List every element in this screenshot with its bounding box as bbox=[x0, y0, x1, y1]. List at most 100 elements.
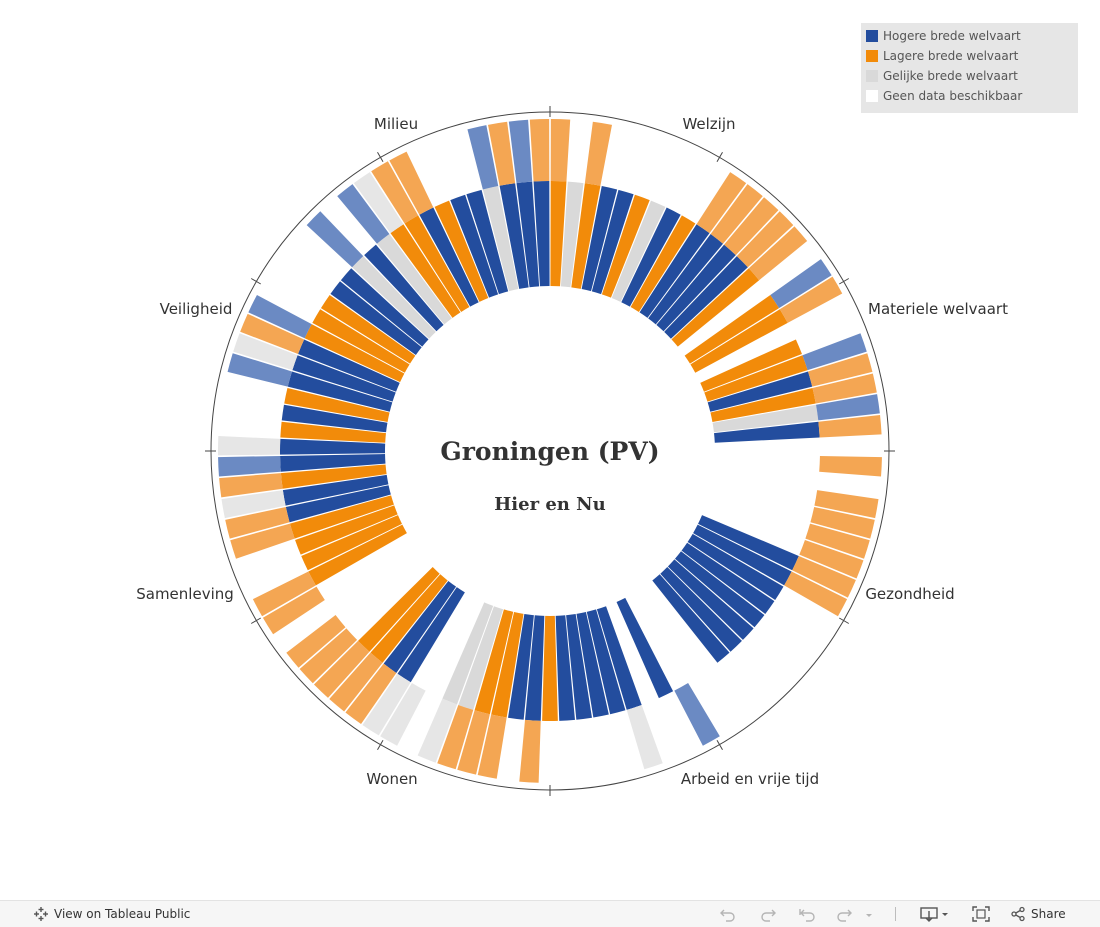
bar-inner-d5-b6[interactable] bbox=[652, 574, 730, 663]
bar-outer-d2-b1[interactable] bbox=[770, 259, 832, 309]
bar-outer-d6-b11[interactable] bbox=[437, 704, 474, 770]
bar-inner-d6-b10[interactable] bbox=[474, 609, 514, 715]
bar-inner-d1-b5[interactable] bbox=[671, 268, 760, 347]
bar-inner-d10-b6[interactable] bbox=[434, 200, 489, 302]
bar-outer-d8-b9[interactable] bbox=[218, 455, 281, 477]
bar-outer-d4-b2[interactable] bbox=[814, 490, 879, 519]
legend-item-lager[interactable]: Lagere brede welvaart bbox=[866, 46, 1078, 66]
bar-inner-d5-b10[interactable] bbox=[616, 597, 674, 699]
bar-outer-d10-b5[interactable] bbox=[389, 151, 434, 215]
bar-outer-d7-b3[interactable] bbox=[345, 663, 397, 724]
bar-inner-d5-b1[interactable] bbox=[687, 533, 784, 600]
bar-inner-d0-b1[interactable] bbox=[560, 181, 584, 288]
download-button[interactable] bbox=[920, 905, 954, 923]
bar-inner-d8-b3[interactable] bbox=[301, 515, 402, 571]
bar-inner-d6-b2[interactable] bbox=[586, 609, 626, 715]
bar-inner-d1-b1[interactable] bbox=[639, 224, 710, 318]
bar-outer-d5-b0[interactable] bbox=[784, 571, 848, 617]
bar-outer-d4-b3[interactable] bbox=[810, 506, 875, 539]
bar-inner-d6-b9[interactable] bbox=[491, 612, 524, 718]
fullscreen-button[interactable] bbox=[971, 905, 991, 923]
bar-inner-d10-b1[interactable] bbox=[364, 244, 444, 332]
bar-inner-d1-b0[interactable] bbox=[630, 215, 696, 312]
bar-inner-d9-b1[interactable] bbox=[287, 371, 393, 412]
bar-inner-d2-b1[interactable] bbox=[684, 294, 780, 364]
bar-outer-d8-b5[interactable] bbox=[230, 523, 295, 559]
bar-outer-d7-b4[interactable] bbox=[329, 652, 383, 712]
bar-inner-d9-b8[interactable] bbox=[340, 268, 429, 347]
bar-inner-d0-b0[interactable] bbox=[550, 181, 567, 287]
bar-outer-d7-b7[interactable] bbox=[286, 615, 346, 668]
bar-outer-d6-b1[interactable] bbox=[626, 704, 663, 770]
bar-outer-d7-b1[interactable] bbox=[380, 683, 426, 746]
share-button[interactable]: Share bbox=[1010, 905, 1066, 923]
bar-inner-d6-b4[interactable] bbox=[566, 613, 592, 720]
bar-inner-d9-b2[interactable] bbox=[292, 355, 396, 402]
bar-outer-d10-b10[interactable] bbox=[488, 121, 516, 186]
bar-inner-d10-b5[interactable] bbox=[419, 207, 479, 307]
undo-button[interactable] bbox=[718, 905, 738, 923]
bar-inner-d9-b0[interactable] bbox=[284, 388, 390, 422]
bar-outer-d10-b9[interactable] bbox=[467, 125, 499, 190]
bar-inner-d0-b3[interactable] bbox=[581, 186, 618, 292]
bar-outer-d9-b3[interactable] bbox=[240, 313, 305, 354]
bar-inner-d8-b5[interactable] bbox=[289, 495, 394, 539]
bar-inner-d1-b2[interactable] bbox=[648, 233, 724, 325]
bar-outer-d0-b0[interactable] bbox=[550, 119, 571, 182]
bar-inner-d10-b10[interactable] bbox=[499, 183, 529, 289]
bar-inner-d3-b3[interactable] bbox=[710, 388, 816, 422]
bar-inner-d5-b0[interactable] bbox=[693, 524, 792, 586]
bar-inner-d0-b6[interactable] bbox=[611, 200, 666, 302]
bar-outer-d4-b6[interactable] bbox=[792, 555, 856, 598]
bar-outer-d1-b4[interactable] bbox=[736, 211, 794, 268]
bar-inner-d9-b3[interactable] bbox=[298, 339, 400, 392]
bar-inner-d6-b1[interactable] bbox=[596, 606, 642, 710]
bar-outer-d6-b9[interactable] bbox=[477, 714, 507, 779]
bar-inner-d10-b0[interactable] bbox=[352, 256, 436, 339]
pause-updates-button[interactable] bbox=[834, 905, 874, 923]
bar-inner-d2-b2[interactable] bbox=[690, 309, 788, 373]
bar-outer-d9-b4[interactable] bbox=[248, 294, 312, 339]
bar-outer-d1-b1[interactable] bbox=[696, 172, 747, 234]
view-on-tableau-link[interactable]: View on Tableau Public bbox=[33, 906, 190, 922]
legend-item-geen-data[interactable]: Geen data beschikbaar bbox=[866, 86, 1078, 106]
bar-outer-d10-b0[interactable] bbox=[306, 211, 364, 268]
bar-inner-d7-b2[interactable] bbox=[397, 587, 465, 683]
legend-item-hoger[interactable]: Hogere brede welvaart bbox=[866, 26, 1078, 46]
bar-outer-d6-b12[interactable] bbox=[417, 698, 458, 763]
bar-inner-d6-b5[interactable] bbox=[555, 615, 575, 721]
bar-outer-d5-b9[interactable] bbox=[674, 683, 720, 746]
bar-inner-d8-b6[interactable] bbox=[285, 485, 391, 523]
bar-outer-d9-b1[interactable] bbox=[227, 353, 292, 387]
bar-inner-d0-b4[interactable] bbox=[591, 189, 634, 295]
bar-inner-d7-b3[interactable] bbox=[383, 580, 457, 673]
bar-outer-d4-b5[interactable] bbox=[799, 539, 864, 579]
bar-outer-d2-b2[interactable] bbox=[779, 276, 843, 323]
bar-outer-d7-b2[interactable] bbox=[362, 673, 411, 736]
bar-inner-d3-b4[interactable] bbox=[712, 404, 819, 433]
bar-inner-d8-b8[interactable] bbox=[280, 464, 387, 489]
bar-inner-d5-b5[interactable] bbox=[660, 567, 742, 652]
bar-inner-d6-b7[interactable] bbox=[525, 615, 545, 721]
bar-inner-d10-b9[interactable] bbox=[482, 186, 519, 292]
bar-inner-d5-b4[interactable] bbox=[667, 559, 754, 640]
bar-inner-d10-b4[interactable] bbox=[404, 215, 470, 312]
bar-inner-d10-b7[interactable] bbox=[450, 194, 499, 298]
bar-inner-d8-b9[interactable] bbox=[280, 454, 386, 472]
bar-inner-d0-b5[interactable] bbox=[601, 194, 650, 298]
bar-outer-d8-b6[interactable] bbox=[225, 506, 290, 539]
bar-inner-d6-b6[interactable] bbox=[542, 615, 558, 721]
bar-inner-d10-b8[interactable] bbox=[466, 189, 509, 295]
bar-inner-d8-b7[interactable] bbox=[282, 474, 389, 506]
bar-outer-d3-b1[interactable] bbox=[802, 333, 867, 371]
bar-inner-d8-b11[interactable] bbox=[280, 421, 386, 443]
bar-inner-d3-b5[interactable] bbox=[714, 421, 820, 443]
bar-outer-d7-b6[interactable] bbox=[299, 628, 358, 684]
bar-inner-d6-b3[interactable] bbox=[576, 612, 609, 718]
bar-outer-d8-b10[interactable] bbox=[218, 436, 281, 456]
bar-outer-d6-b7[interactable] bbox=[519, 719, 541, 783]
bar-outer-d10-b4[interactable] bbox=[371, 161, 419, 224]
bar-inner-d6-b8[interactable] bbox=[508, 613, 534, 720]
bar-inner-d1-b4[interactable] bbox=[664, 256, 748, 339]
bar-inner-d3-b2[interactable] bbox=[707, 371, 813, 412]
